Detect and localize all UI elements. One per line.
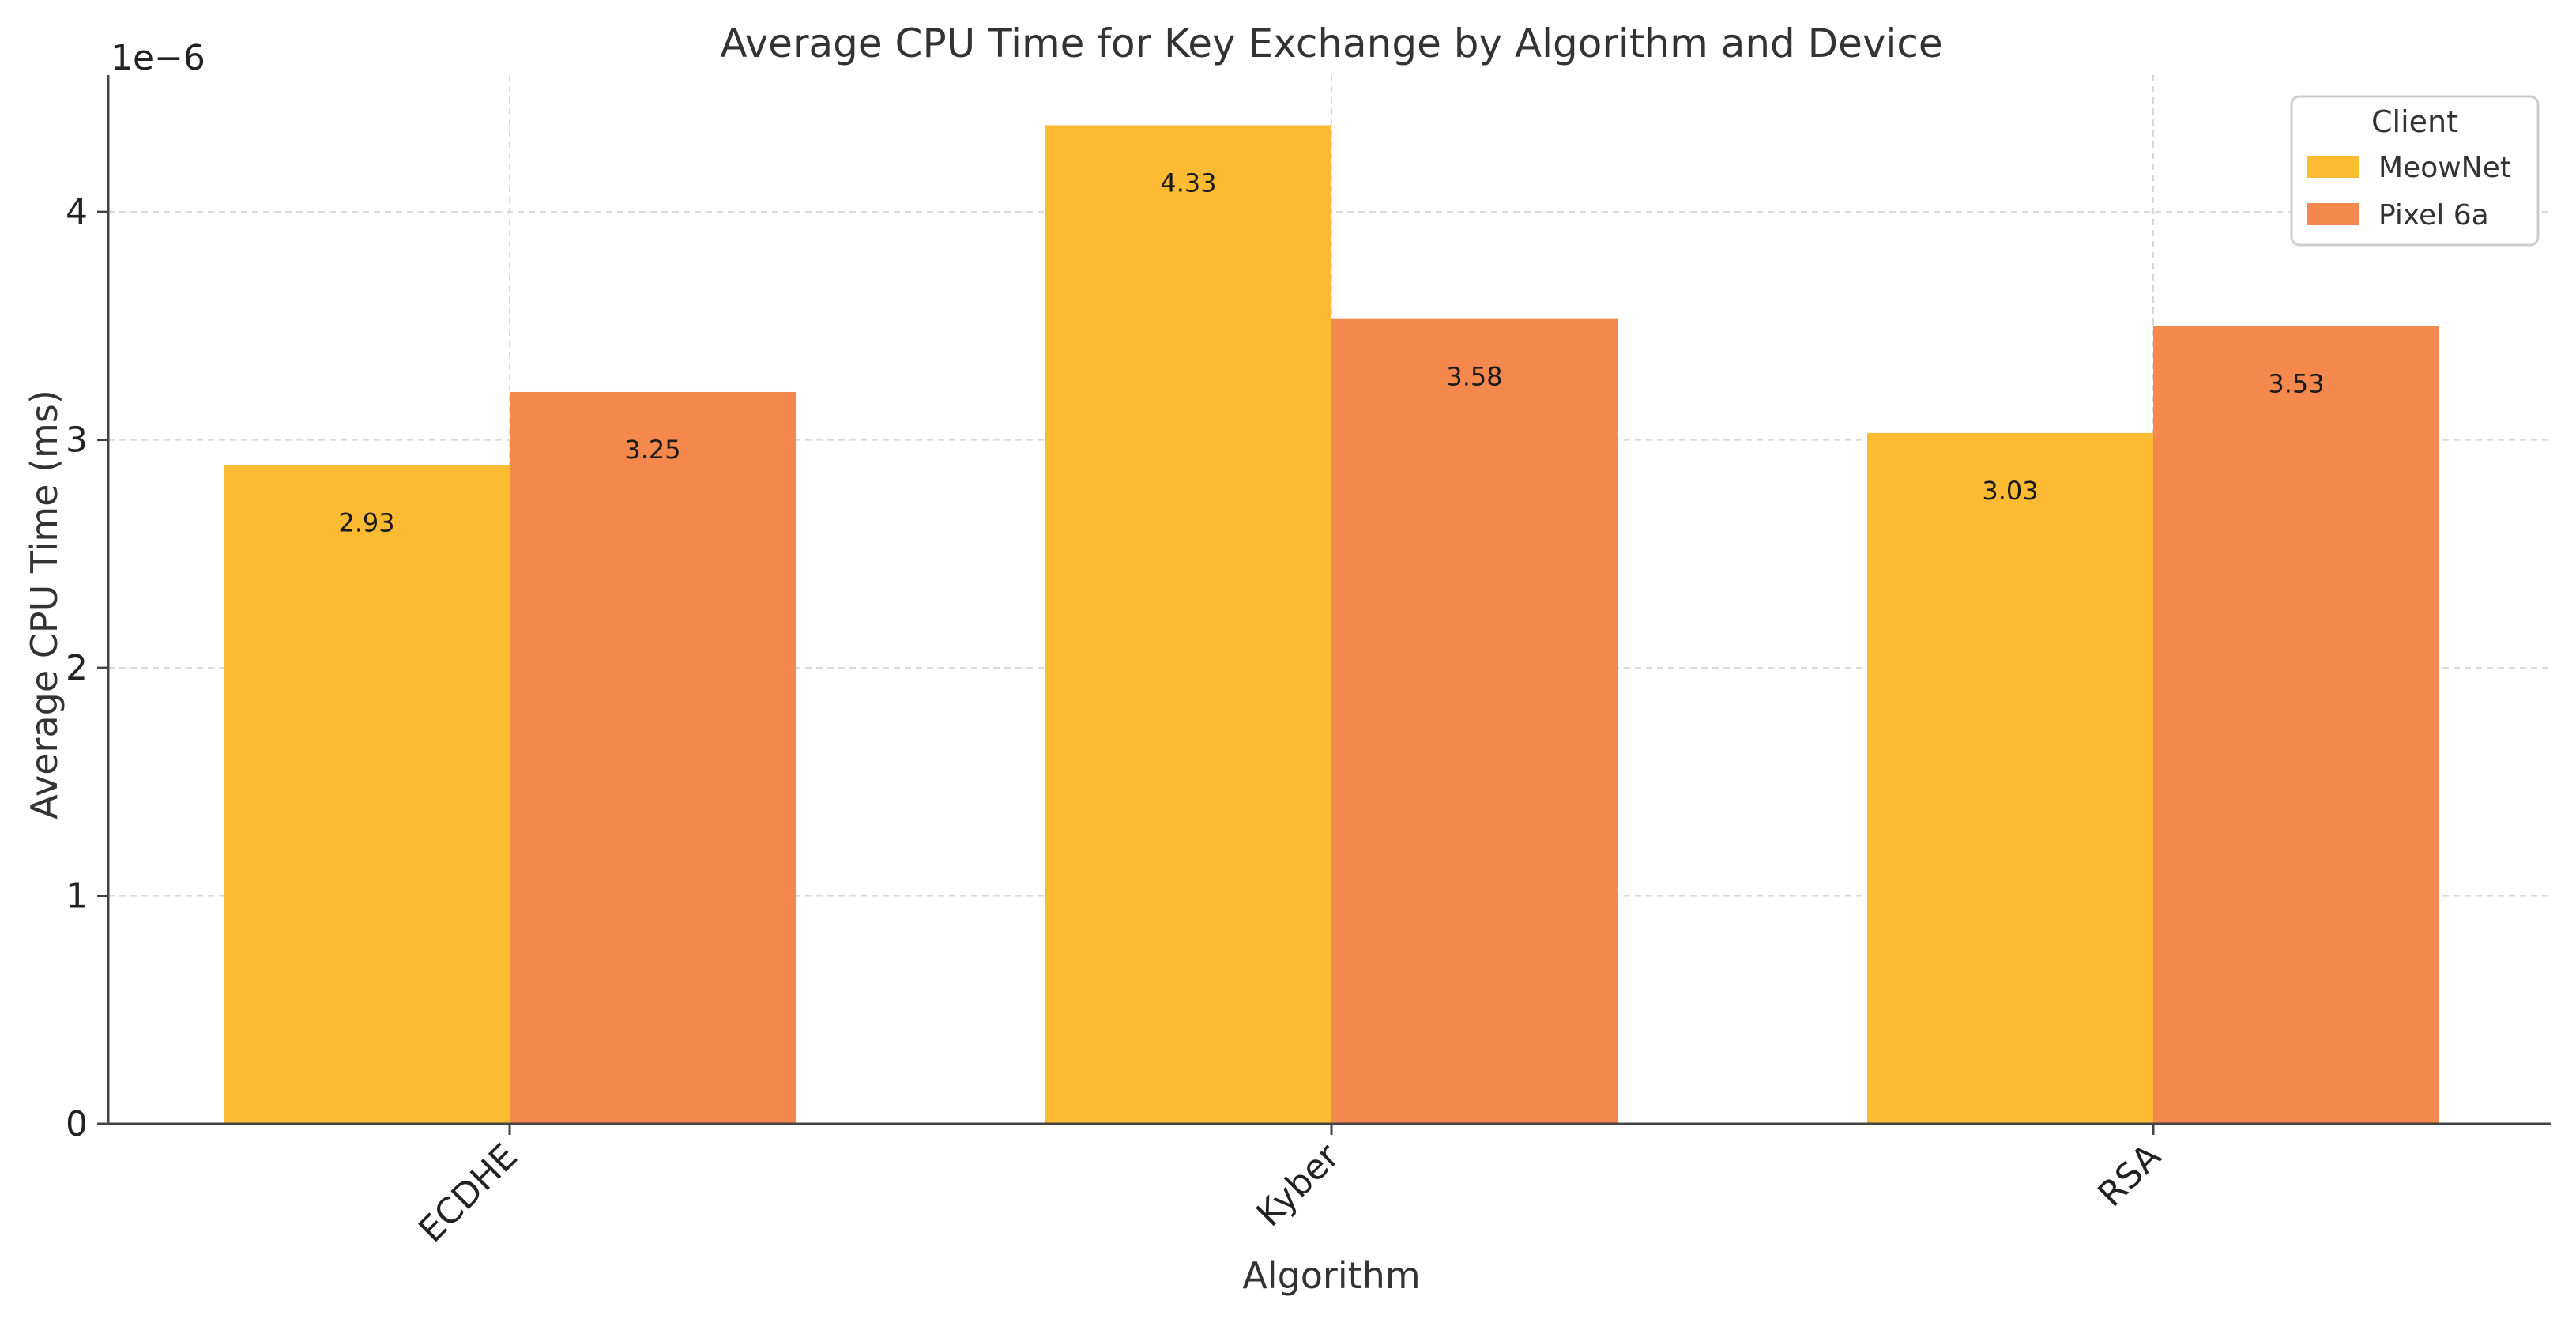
data-labels-layer: 2.93 4.33 3.03 3.25 3.58 3.53	[338, 168, 2324, 537]
y-tick-label-0: 0	[66, 1104, 88, 1144]
chart-title: Average CPU Time for Key Exchange by Alg…	[720, 21, 1942, 66]
legend-label-meownet: MeowNet	[2378, 152, 2511, 184]
bars-layer	[224, 125, 2439, 1125]
y-tick-label-3: 3	[66, 420, 88, 461]
x-axis-label: Algorithm	[1242, 1254, 1420, 1297]
bar-meownet-kyber	[1045, 125, 1331, 1124]
y-axis-offset-label: 1e−6	[111, 38, 205, 78]
data-label-meownet-rsa: 3.03	[1982, 476, 2038, 506]
bar-pixel-6a-ecdhe	[510, 391, 796, 1125]
data-label-meownet-ecdhe: 2.93	[338, 507, 394, 537]
bar-pixel-6a-rsa	[2153, 326, 2439, 1125]
legend-title: Client	[2371, 104, 2458, 139]
data-label-pixel-6a-rsa: 3.53	[2268, 368, 2324, 398]
data-label-pixel-6a-kyber: 3.58	[1446, 362, 1502, 392]
bar-pixel-6a-kyber	[1331, 318, 1618, 1124]
bar-meownet-rsa	[1867, 432, 2153, 1124]
y-tick-label-2: 2	[66, 648, 88, 688]
data-label-meownet-kyber: 4.33	[1160, 168, 1216, 198]
x-tick-label-rsa: RSA	[2090, 1136, 2168, 1215]
bar-meownet-ecdhe	[224, 465, 510, 1124]
legend-swatch-pixel-6a	[2307, 203, 2359, 225]
x-tick-label-kyber: Kyber	[1248, 1136, 1347, 1234]
y-tick-label-4: 4	[66, 192, 88, 232]
legend-swatch-meownet	[2307, 156, 2359, 178]
y-tick-label-1: 1	[66, 876, 88, 917]
data-label-pixel-6a-ecdhe: 3.25	[624, 435, 680, 465]
x-tick-label-ecdhe: ECDHE	[411, 1136, 525, 1250]
legend-label-pixel-6a: Pixel 6a	[2378, 199, 2489, 232]
legend: Client MeowNet Pixel 6a	[2290, 95, 2540, 247]
y-axis-label: Average CPU Time (ms)	[23, 390, 66, 820]
